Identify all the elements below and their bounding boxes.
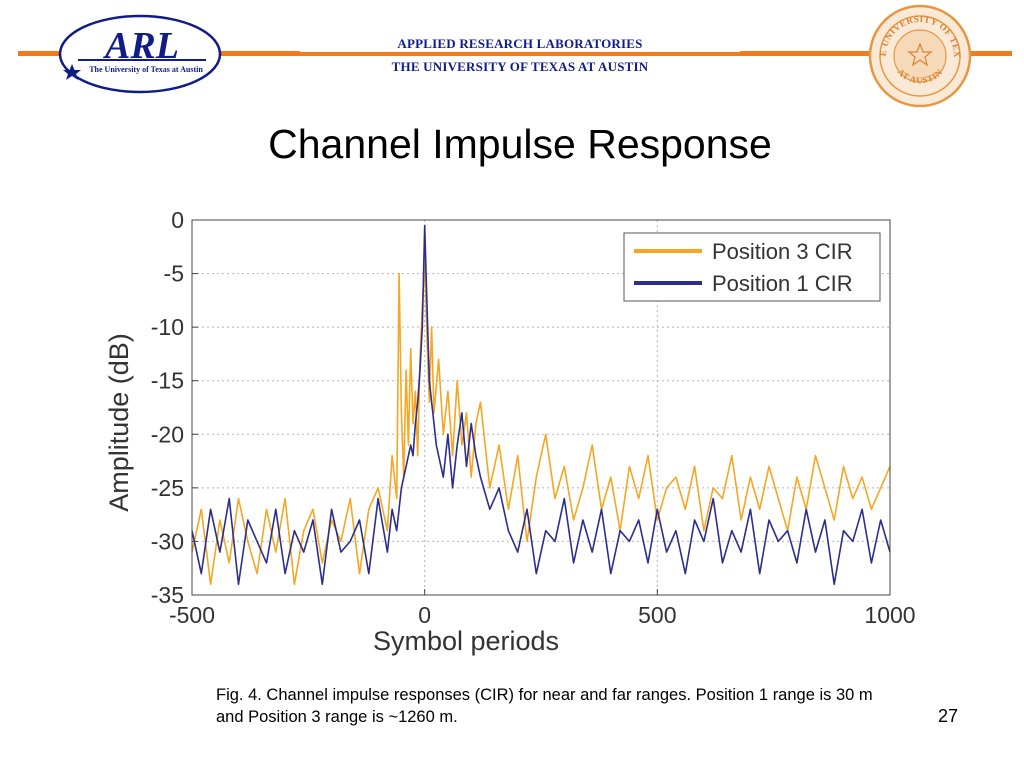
plot-frame [191, 219, 891, 596]
x-tick-label: 1000 [864, 602, 915, 628]
y-tick-label: 0 [171, 207, 184, 233]
y-axis-label: Amplitude (dB) [104, 333, 134, 512]
cir-chart: -500 0 500 1000 0 -5 -10 -15 -20 -25 -30 -35 Symbol … [104, 207, 916, 656]
seal-star-icon [907, 42, 933, 67]
y-tick-label: -5 [164, 261, 184, 287]
y-tick-label: -20 [151, 421, 184, 447]
figure-caption: Fig. 4. Channel impulse responses (CIR) … [216, 686, 873, 726]
y-tick-label: -30 [151, 528, 184, 554]
y-tick-label: -35 [151, 582, 184, 608]
header-org-line2: THE UNIVERSITY OF TEXAS AT AUSTIN [300, 59, 740, 75]
legend-box [623, 232, 881, 302]
star-icon [63, 64, 81, 80]
series-line-2 [191, 224, 891, 586]
x-tick-label: -500 [169, 602, 215, 628]
x-tick-label: 500 [638, 602, 676, 628]
x-tick-label: 0 [418, 602, 431, 628]
x-axis-label: Symbol periods [373, 626, 559, 656]
ut-seal: THE UNIVERSITY OF TEXAS AT AUSTIN [868, 4, 972, 108]
page-number: 27 [938, 706, 959, 726]
y-tick-label: -25 [151, 475, 184, 501]
arl-logo: ARL The University of Texas at Austin [58, 14, 222, 94]
arl-logo-subtext: The University of Texas at Austin [89, 65, 203, 74]
y-tick-label: -15 [151, 368, 184, 394]
y-tick-label: -10 [151, 314, 184, 340]
slide-title: Channel Impulse Response [268, 121, 772, 167]
header-org-line1: APPLIED RESEARCH LABORATORIES [300, 36, 740, 52]
legend-label-2: Position 1 CIR [712, 271, 853, 296]
legend-label-1: Position 3 CIR [712, 239, 853, 264]
header-accent-bar [18, 51, 1012, 56]
